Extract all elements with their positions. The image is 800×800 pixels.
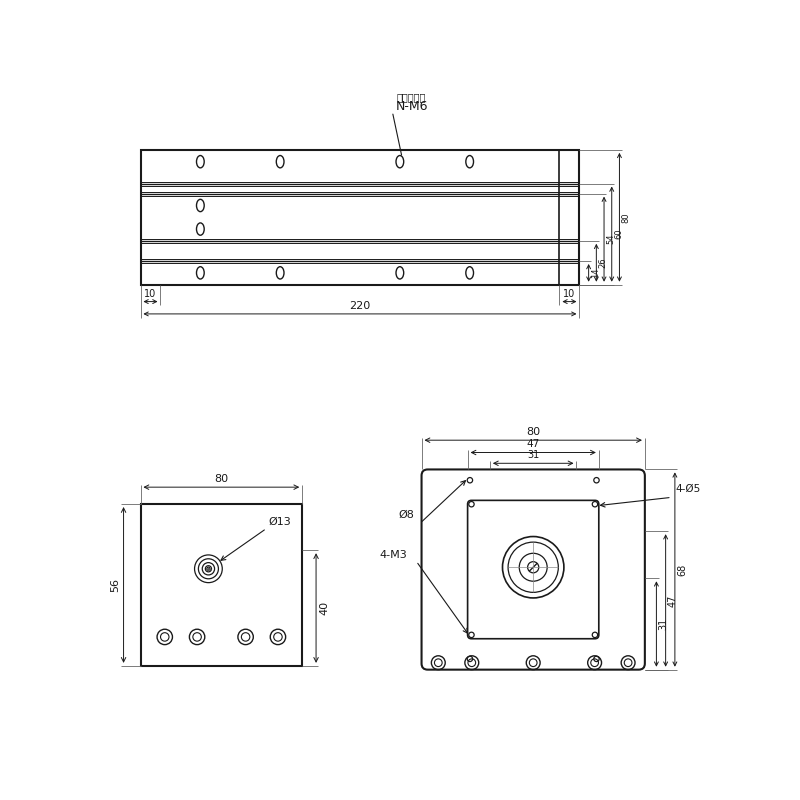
- Bar: [141, 150, 579, 285]
- Text: 31: 31: [658, 618, 669, 630]
- Text: Ø8: Ø8: [398, 510, 414, 519]
- Text: 54: 54: [606, 234, 615, 245]
- Text: 40: 40: [319, 601, 329, 615]
- Text: 80: 80: [526, 427, 540, 437]
- Text: 14: 14: [591, 268, 600, 278]
- Text: 可移动螺母: 可移动螺母: [396, 92, 426, 102]
- Text: 26: 26: [598, 258, 608, 268]
- Text: 220: 220: [350, 301, 370, 311]
- Text: 80: 80: [214, 474, 229, 484]
- Text: 10: 10: [563, 289, 575, 298]
- Bar: [141, 504, 302, 666]
- Text: 31: 31: [527, 450, 539, 460]
- Text: 68: 68: [677, 563, 687, 576]
- Text: 4-M3: 4-M3: [379, 550, 407, 559]
- Text: 60: 60: [614, 229, 623, 239]
- Text: 10: 10: [144, 289, 157, 298]
- Text: 4-Ø5: 4-Ø5: [676, 483, 701, 494]
- Text: N-M6: N-M6: [396, 100, 429, 113]
- Text: 47: 47: [526, 439, 540, 450]
- Text: 47: 47: [668, 594, 678, 606]
- Text: Ø13: Ø13: [269, 517, 292, 527]
- Text: 56: 56: [110, 578, 121, 592]
- Text: 80: 80: [622, 212, 630, 222]
